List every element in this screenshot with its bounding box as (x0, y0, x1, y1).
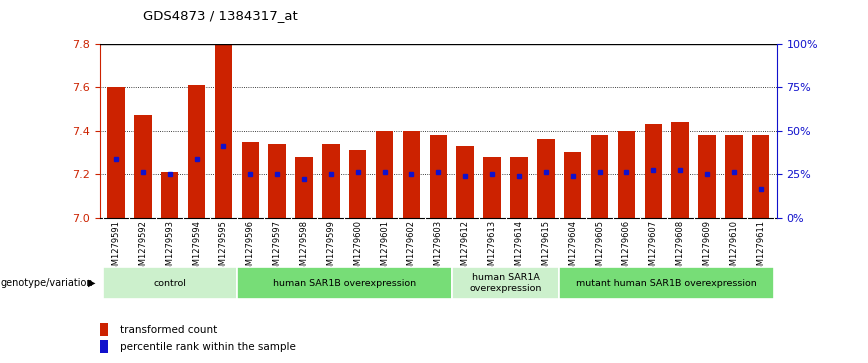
Bar (100, 340, 108, 353)
Text: control: control (154, 279, 186, 287)
Text: GSM1279612: GSM1279612 (461, 220, 470, 276)
Bar (564, 152, 582, 218)
Bar (237, 267, 451, 299)
Text: GSM1279611: GSM1279611 (756, 220, 766, 276)
Text: GSM1279596: GSM1279596 (246, 220, 255, 276)
Text: GSM1279600: GSM1279600 (353, 220, 362, 276)
Bar (618, 131, 635, 218)
Text: GSM1279592: GSM1279592 (138, 220, 148, 276)
Text: GDS4873 / 1384317_at: GDS4873 / 1384317_at (143, 9, 298, 22)
Text: GSM1279595: GSM1279595 (219, 220, 228, 276)
Bar (161, 172, 179, 218)
Text: GSM1279615: GSM1279615 (542, 220, 550, 276)
Text: GSM1279594: GSM1279594 (192, 220, 201, 276)
Bar (559, 267, 774, 299)
Bar (187, 85, 205, 218)
Bar (268, 144, 286, 218)
Bar (430, 135, 447, 218)
Text: genotype/variation: genotype/variation (1, 278, 94, 288)
Bar (451, 267, 559, 299)
Bar (510, 157, 528, 218)
Text: ▶: ▶ (88, 278, 95, 288)
Text: human SAR1A
overexpression: human SAR1A overexpression (470, 273, 542, 293)
Bar (672, 122, 689, 218)
Text: GSM1279606: GSM1279606 (621, 220, 631, 276)
Bar (241, 142, 259, 218)
Text: GSM1279599: GSM1279599 (326, 220, 335, 276)
Text: GSM1279614: GSM1279614 (515, 220, 523, 276)
Bar (134, 115, 152, 218)
Text: GSM1279597: GSM1279597 (273, 220, 281, 276)
Text: GSM1279593: GSM1279593 (165, 220, 174, 276)
Text: GSM1279609: GSM1279609 (702, 220, 712, 276)
Bar (403, 131, 420, 218)
Text: GSM1279602: GSM1279602 (407, 220, 416, 276)
Bar (725, 135, 743, 218)
Text: GSM1279607: GSM1279607 (648, 220, 658, 276)
Bar (322, 144, 339, 218)
Bar (483, 157, 501, 218)
Text: GSM1279613: GSM1279613 (488, 220, 496, 276)
Bar (100, 323, 108, 336)
Text: GSM1279608: GSM1279608 (675, 220, 685, 276)
Text: GSM1279604: GSM1279604 (569, 220, 577, 276)
Bar (457, 146, 474, 218)
Text: GSM1279601: GSM1279601 (380, 220, 389, 276)
Text: GSM1279603: GSM1279603 (434, 220, 443, 276)
Bar (214, 44, 232, 218)
Bar (295, 157, 312, 218)
Text: GSM1279591: GSM1279591 (111, 220, 121, 276)
Text: GSM1279598: GSM1279598 (299, 220, 308, 276)
Bar (102, 267, 237, 299)
Text: GSM1279605: GSM1279605 (595, 220, 604, 276)
Bar (108, 87, 125, 218)
Bar (645, 124, 662, 218)
Bar (698, 135, 716, 218)
Bar (376, 131, 393, 218)
Bar (752, 135, 769, 218)
Text: human SAR1B overexpression: human SAR1B overexpression (273, 279, 416, 287)
Bar (349, 150, 366, 218)
Text: mutant human SAR1B overexpression: mutant human SAR1B overexpression (576, 279, 757, 287)
Bar (591, 135, 608, 218)
Text: GSM1279610: GSM1279610 (729, 220, 739, 276)
Text: transformed count: transformed count (121, 325, 218, 335)
Text: percentile rank within the sample: percentile rank within the sample (121, 342, 296, 352)
Bar (537, 139, 555, 218)
